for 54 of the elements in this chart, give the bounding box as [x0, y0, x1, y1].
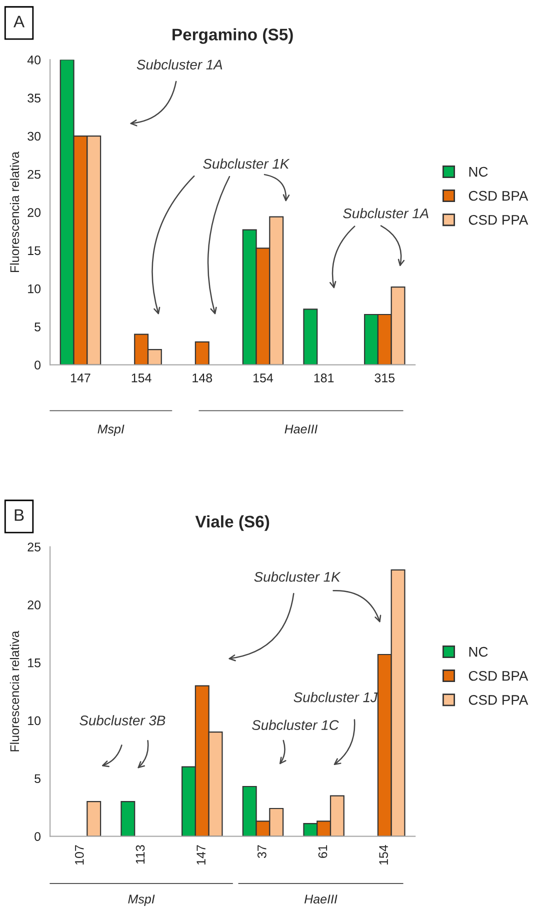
text: MspI	[128, 894, 155, 906]
y-tick-label: 40	[27, 56, 41, 64]
x-tick-label: 181	[314, 374, 334, 382]
bar	[120, 800, 136, 836]
y-tick-label: 5	[34, 322, 40, 332]
x-tick-label: 154	[254, 374, 274, 382]
legend-label: CSD PPA	[468, 695, 528, 705]
x-tick-label: 154	[132, 374, 152, 382]
bar	[194, 341, 210, 365]
x-tick-label: 37	[257, 845, 266, 858]
annotation: Subcluster 3B	[80, 715, 166, 726]
text: A	[14, 16, 25, 28]
y-tick-label: 20	[28, 600, 41, 610]
y-axis-title: Fluorescencia relativa	[10, 630, 20, 752]
chart-title: Pergamino (S5)	[172, 28, 293, 44]
y-axis-title: Fluorescencia relativa	[10, 151, 20, 272]
y-tick-label: 0	[34, 360, 41, 370]
annotation: Subcluster 1K	[254, 572, 341, 582]
y-tick-label: 25	[28, 542, 40, 552]
chart-title: Viale (S6)	[195, 515, 270, 531]
annotation: Subcluster 1A	[136, 59, 222, 70]
x-tick-label: 154	[379, 844, 388, 865]
x-tick-label: 61	[318, 845, 328, 858]
text: HaeIII	[284, 424, 318, 434]
legend-label: CSD BPA	[468, 190, 528, 201]
bar	[303, 308, 318, 365]
x-tick-label: 315	[374, 374, 395, 382]
x-tick-label: 147	[196, 845, 206, 865]
y-tick-label: 25	[28, 170, 40, 179]
y-tick-label: 35	[28, 94, 40, 103]
bar	[86, 800, 102, 836]
text: HaeIII	[304, 894, 338, 904]
y-tick-label: 10	[28, 284, 41, 294]
legend-label: CSD PPA	[468, 214, 528, 225]
y-tick-label: 20	[28, 208, 41, 217]
legend-label: CSD BPA	[468, 670, 528, 681]
y-tick-label: 10	[28, 716, 41, 726]
y-tick-label: 30	[28, 132, 41, 141]
x-tick-label: 113	[136, 845, 145, 864]
y-tick-label: 15	[28, 658, 40, 668]
x-tick-label: 107	[74, 845, 84, 865]
y-tick-label: 15	[28, 246, 40, 256]
annotation: Subcluster 1C	[252, 720, 339, 730]
x-tick-label: 147	[70, 374, 90, 382]
y-tick-label: 0	[34, 832, 41, 841]
y-tick-label: 5	[34, 774, 40, 784]
annotation: Subcluster 1K	[203, 158, 290, 169]
legend-label: NC	[469, 166, 488, 177]
x-tick-label: 148	[192, 374, 212, 382]
annotation: Subcluster 1J	[294, 692, 378, 702]
annotation: Subcluster 1A	[343, 208, 428, 218]
text: MspI	[98, 424, 124, 436]
text: B	[14, 509, 24, 521]
legend-label: NC	[469, 646, 488, 657]
